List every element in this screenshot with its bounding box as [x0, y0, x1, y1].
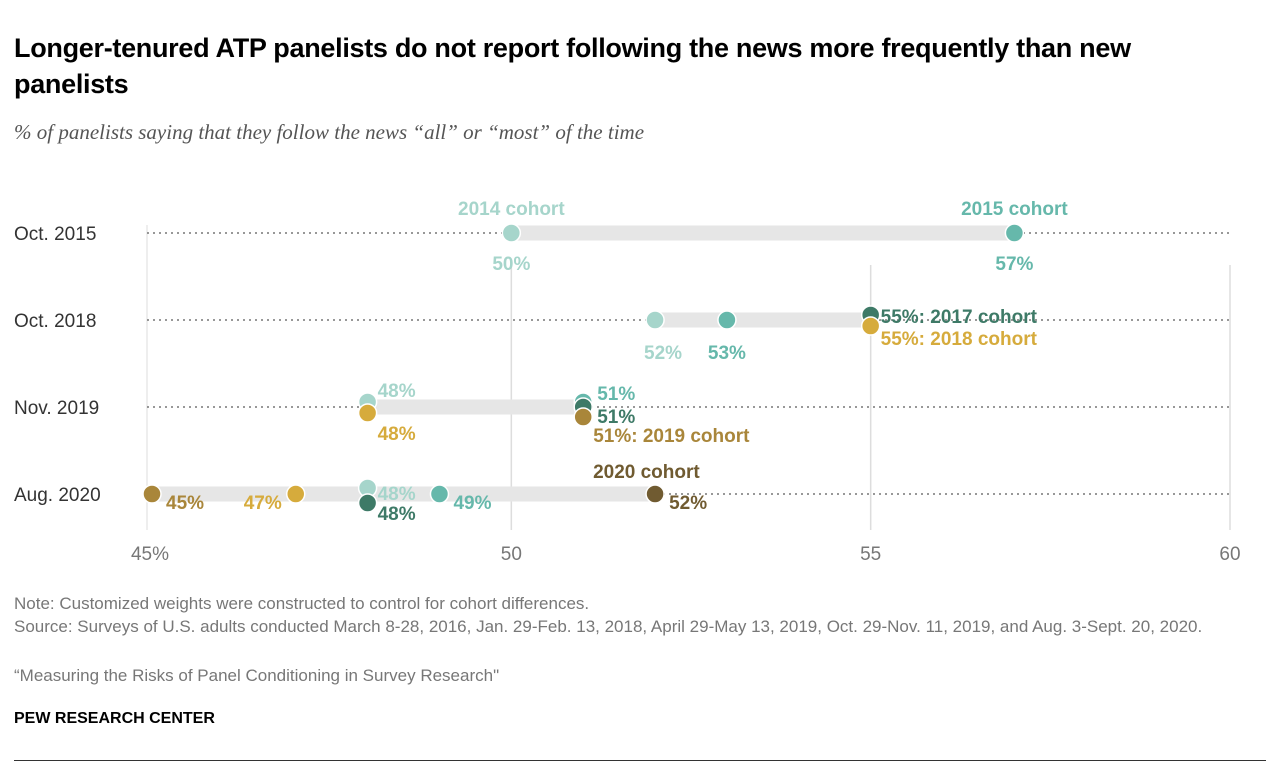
dot-2019-cohort — [573, 407, 593, 427]
dot-2015-cohort — [429, 484, 450, 504]
divider — [14, 760, 1266, 761]
chart-subtitle: % of panelists saying that they follow t… — [14, 120, 645, 144]
dot-2018-cohort — [285, 484, 306, 504]
data-label: 49% — [453, 493, 491, 514]
data-label: 47% — [244, 493, 282, 514]
data-label: 48% — [378, 424, 416, 445]
data-label: 48% — [378, 381, 416, 402]
data-label: 55%: 2018 cohort — [881, 329, 1038, 350]
category-label: Aug. 2020 — [14, 485, 101, 506]
x-tick-label: 50 — [501, 544, 522, 565]
note: Note: Customized weights were constructe… — [14, 594, 590, 613]
dot-2020-cohort — [645, 484, 665, 504]
dot-2019-cohort — [142, 484, 162, 504]
data-label: 51% — [597, 407, 635, 428]
x-tick-label: 45% — [131, 544, 169, 565]
report-title: “Measuring the Risks of Panel Conditioni… — [14, 666, 500, 685]
dot-2014-cohort — [645, 310, 665, 330]
data-label: 51%: 2019 cohort — [593, 426, 750, 447]
dot-2018-cohort — [357, 403, 378, 423]
data-label: 57% — [995, 254, 1033, 275]
x-tick-label: 60 — [1219, 544, 1240, 565]
data-label: 50% — [492, 254, 530, 275]
dot-2017-cohort — [357, 493, 378, 513]
cohort-label: 2014 cohort — [458, 199, 565, 220]
x-tick-label: 55 — [860, 544, 881, 565]
dot-2018-cohort — [860, 316, 881, 336]
dot-2015-cohort — [717, 310, 737, 330]
category-label: Nov. 2019 — [14, 398, 99, 419]
brand: PEW RESEARCH CENTER — [14, 710, 215, 727]
chart-title: Longer-tenured ATP panelists do not repo… — [14, 33, 1131, 99]
data-label: 51% — [597, 384, 635, 405]
data-label: 52% — [669, 493, 707, 514]
category-label: Oct. 2015 — [14, 224, 96, 245]
data-label: 48% — [378, 504, 416, 525]
data-label: 52% — [644, 343, 682, 364]
data-label: 48% — [378, 484, 416, 505]
dot-2014-cohort — [501, 223, 522, 243]
data-label: 55%: 2017 cohort — [881, 307, 1038, 328]
cohort-label: 2020 cohort — [593, 462, 700, 483]
data-label: 53% — [708, 343, 746, 364]
category-label: Oct. 2018 — [14, 311, 96, 332]
data-label: 45% — [166, 493, 204, 514]
source: Source: Surveys of U.S. adults conducted… — [14, 617, 1203, 636]
dot-2015-cohort — [1004, 223, 1025, 243]
cohort-label: 2015 cohort — [961, 199, 1068, 220]
